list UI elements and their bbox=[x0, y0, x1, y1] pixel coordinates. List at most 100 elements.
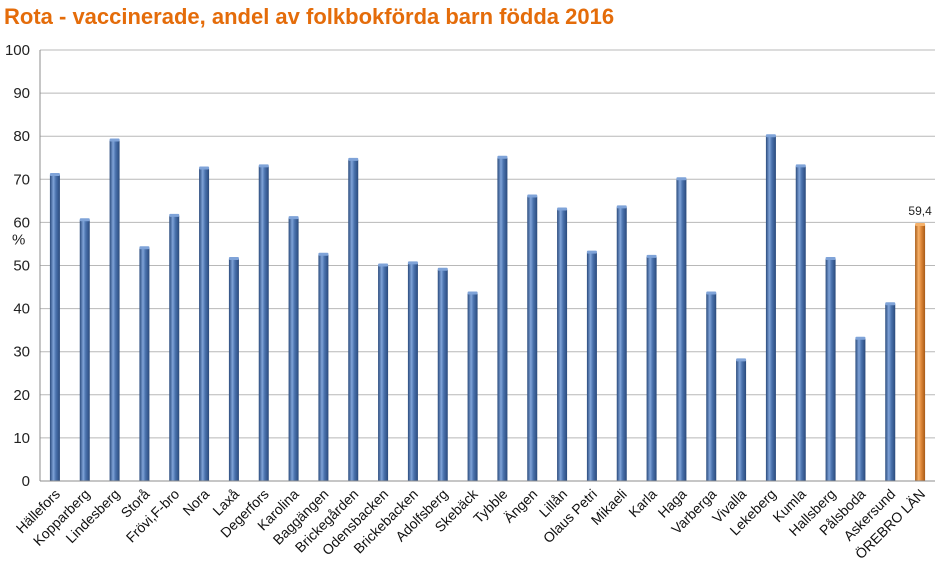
bar-body bbox=[825, 259, 836, 481]
bar-body bbox=[109, 140, 120, 481]
y-axis-ticks: 0 10 20 30 40 50 60 70 80 90 100 bbox=[5, 42, 30, 490]
y-tick-label: 20 bbox=[13, 387, 30, 404]
y-tick-label: 10 bbox=[13, 430, 30, 447]
bar-cap bbox=[885, 302, 896, 306]
bar-cap bbox=[288, 216, 299, 220]
bar-body bbox=[437, 269, 448, 481]
bar-body bbox=[258, 166, 269, 481]
bar bbox=[258, 164, 269, 481]
data-labels: 59,4 bbox=[908, 204, 932, 218]
bar-cap bbox=[79, 218, 90, 222]
bar-cap bbox=[228, 257, 239, 261]
bar-cap bbox=[199, 166, 210, 170]
bar-cap bbox=[527, 194, 538, 198]
bar bbox=[497, 155, 508, 481]
bar bbox=[437, 267, 448, 481]
y-axis-label: % bbox=[12, 232, 25, 249]
bar-cap bbox=[825, 257, 836, 261]
bar-body bbox=[228, 259, 239, 481]
bar bbox=[169, 213, 180, 481]
bar-body bbox=[497, 157, 508, 481]
bar bbox=[646, 254, 657, 481]
bar-cap bbox=[736, 358, 747, 362]
bar bbox=[706, 291, 717, 481]
bars bbox=[49, 134, 926, 482]
bar-cap bbox=[557, 207, 568, 211]
bar-cap bbox=[318, 252, 329, 256]
data-label: 59,4 bbox=[908, 204, 932, 218]
bar-body bbox=[557, 209, 568, 481]
bar-cap bbox=[497, 155, 508, 159]
x-tick-label: Karla bbox=[625, 486, 660, 521]
bar bbox=[79, 218, 90, 481]
bar-body bbox=[378, 265, 389, 481]
bar-body bbox=[49, 174, 60, 482]
bar-body bbox=[915, 224, 926, 481]
bar-body bbox=[527, 196, 538, 482]
x-tick-label: Tybble bbox=[470, 486, 511, 527]
chart-title: Rota - vaccinerade, andel av folkbokförd… bbox=[4, 4, 615, 29]
bar-body bbox=[467, 293, 478, 481]
bar-body bbox=[765, 136, 776, 481]
bar-body bbox=[348, 159, 359, 481]
bar-body bbox=[616, 207, 627, 481]
bar bbox=[527, 194, 538, 482]
bar bbox=[139, 246, 150, 481]
y-tick-label: 60 bbox=[13, 214, 30, 231]
y-tick-label: 40 bbox=[13, 301, 30, 318]
bar bbox=[199, 166, 210, 481]
bar-cap bbox=[616, 205, 627, 209]
bar-cap bbox=[348, 157, 359, 161]
bar bbox=[765, 134, 776, 481]
bar-cap bbox=[49, 172, 60, 176]
bar bbox=[557, 207, 568, 481]
bar-cap bbox=[855, 336, 866, 340]
bar bbox=[676, 177, 687, 482]
bar-cap bbox=[915, 222, 926, 226]
bar bbox=[885, 302, 896, 481]
bar-body bbox=[139, 248, 150, 481]
bar-body bbox=[646, 256, 657, 481]
bar bbox=[318, 252, 329, 481]
x-axis-ticks: HälleforsKopparbergLindesbergStoråFrövi,… bbox=[13, 485, 929, 562]
bar bbox=[378, 263, 389, 481]
bar bbox=[795, 164, 806, 481]
bar bbox=[49, 172, 60, 482]
bar-body bbox=[885, 304, 896, 481]
bar-body bbox=[855, 338, 866, 481]
bar-cap bbox=[407, 261, 418, 265]
bar-body bbox=[407, 263, 418, 481]
bar-cap bbox=[467, 291, 478, 295]
bar-cap bbox=[258, 164, 269, 168]
bar bbox=[915, 222, 926, 481]
bar-cap bbox=[646, 254, 657, 258]
bar bbox=[467, 291, 478, 481]
y-tick-label: 80 bbox=[13, 128, 30, 145]
bar-body bbox=[795, 166, 806, 481]
bar-body bbox=[199, 168, 210, 481]
bar-cap bbox=[795, 164, 806, 168]
bar-body bbox=[706, 293, 717, 481]
bar bbox=[825, 257, 836, 481]
bar-cap bbox=[706, 291, 717, 295]
bar-body bbox=[318, 254, 329, 481]
bar-cap bbox=[109, 138, 120, 142]
bar-cap bbox=[378, 263, 389, 267]
bar bbox=[228, 257, 239, 481]
bar-body bbox=[288, 218, 299, 481]
y-tick-label: 50 bbox=[13, 258, 30, 275]
bar-cap bbox=[169, 213, 180, 217]
bar bbox=[616, 205, 627, 481]
bar-cap bbox=[139, 246, 150, 250]
y-tick-label: 100 bbox=[5, 42, 30, 59]
bar-body bbox=[676, 179, 687, 482]
bar bbox=[855, 336, 866, 481]
bar bbox=[288, 216, 299, 481]
bar bbox=[407, 261, 418, 481]
y-tick-label: 0 bbox=[22, 473, 30, 490]
bar bbox=[109, 138, 120, 481]
bar-body bbox=[79, 220, 90, 481]
y-tick-label: 90 bbox=[13, 85, 30, 102]
x-tick-label: Nora bbox=[179, 486, 212, 519]
bar-cap bbox=[586, 250, 597, 254]
